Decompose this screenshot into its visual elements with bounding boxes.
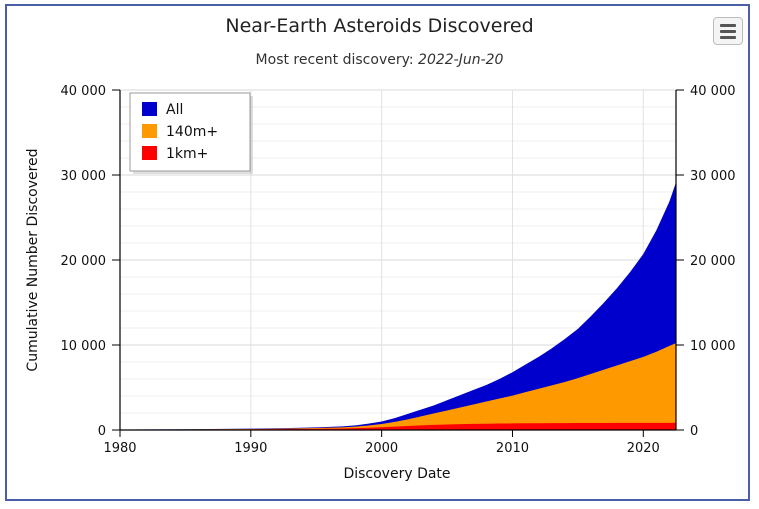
legend-swatch	[142, 146, 157, 160]
y-tick-label-left: 40 000	[61, 84, 107, 99]
subtitle-prefix: Most recent discovery:	[255, 52, 419, 68]
y-tick-label-right: 20 000	[690, 254, 736, 269]
legend-swatch	[142, 102, 157, 116]
subtitle-date: 2022-Jun-20	[418, 52, 504, 68]
series-area-1km-	[120, 422, 676, 430]
x-tick-label: 1990	[234, 441, 267, 456]
y-tick-label-right: 10 000	[690, 339, 736, 354]
y-tick-label-right: 0	[690, 424, 698, 439]
series-area-all	[120, 183, 676, 430]
chart-menu-button[interactable]	[713, 17, 743, 45]
chart-subtitle: Most recent discovery: 2022-Jun-20	[0, 52, 759, 68]
chart-ticks: 0 0 10 000 10 000 20 000 20 000 30 000 30 000 40…	[61, 84, 736, 456]
chart-legend: All 140m+ 1km+	[129, 92, 253, 174]
chart-title: Near-Earth Asteroids Discovered	[225, 15, 534, 37]
y-tick-label-left: 20 000	[61, 254, 107, 269]
series-area-140m-	[120, 343, 676, 430]
legend-swatch	[142, 124, 157, 138]
y-axis-title: Cumulative Number Discovered	[25, 148, 41, 371]
y-tick-label-left: 0	[98, 424, 106, 439]
x-tick-label: 2010	[496, 441, 529, 456]
y-tick-label-right: 40 000	[690, 84, 736, 99]
x-tick-label: 2000	[365, 441, 398, 456]
y-tick-label-left: 30 000	[61, 169, 107, 184]
legend-label: All	[166, 102, 183, 118]
y-tick-label-right: 30 000	[690, 169, 736, 184]
legend-label: 140m+	[166, 124, 218, 140]
legend-label: 1km+	[166, 146, 208, 162]
x-tick-label: 1980	[103, 441, 136, 456]
chart-areas	[120, 183, 676, 430]
x-tick-label: 2020	[627, 441, 660, 456]
x-axis-title: Discovery Date	[343, 466, 450, 482]
y-tick-label-left: 10 000	[61, 339, 107, 354]
